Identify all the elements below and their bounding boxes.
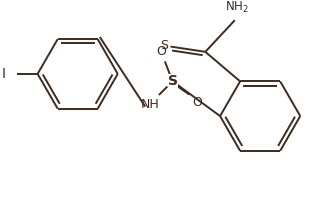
Text: I: I	[2, 67, 6, 81]
Text: NH$_2$: NH$_2$	[225, 0, 249, 15]
Text: NH: NH	[141, 98, 160, 111]
Text: S: S	[160, 39, 168, 52]
Text: O: O	[192, 96, 202, 109]
Text: O: O	[156, 45, 166, 58]
Text: S: S	[168, 74, 178, 88]
